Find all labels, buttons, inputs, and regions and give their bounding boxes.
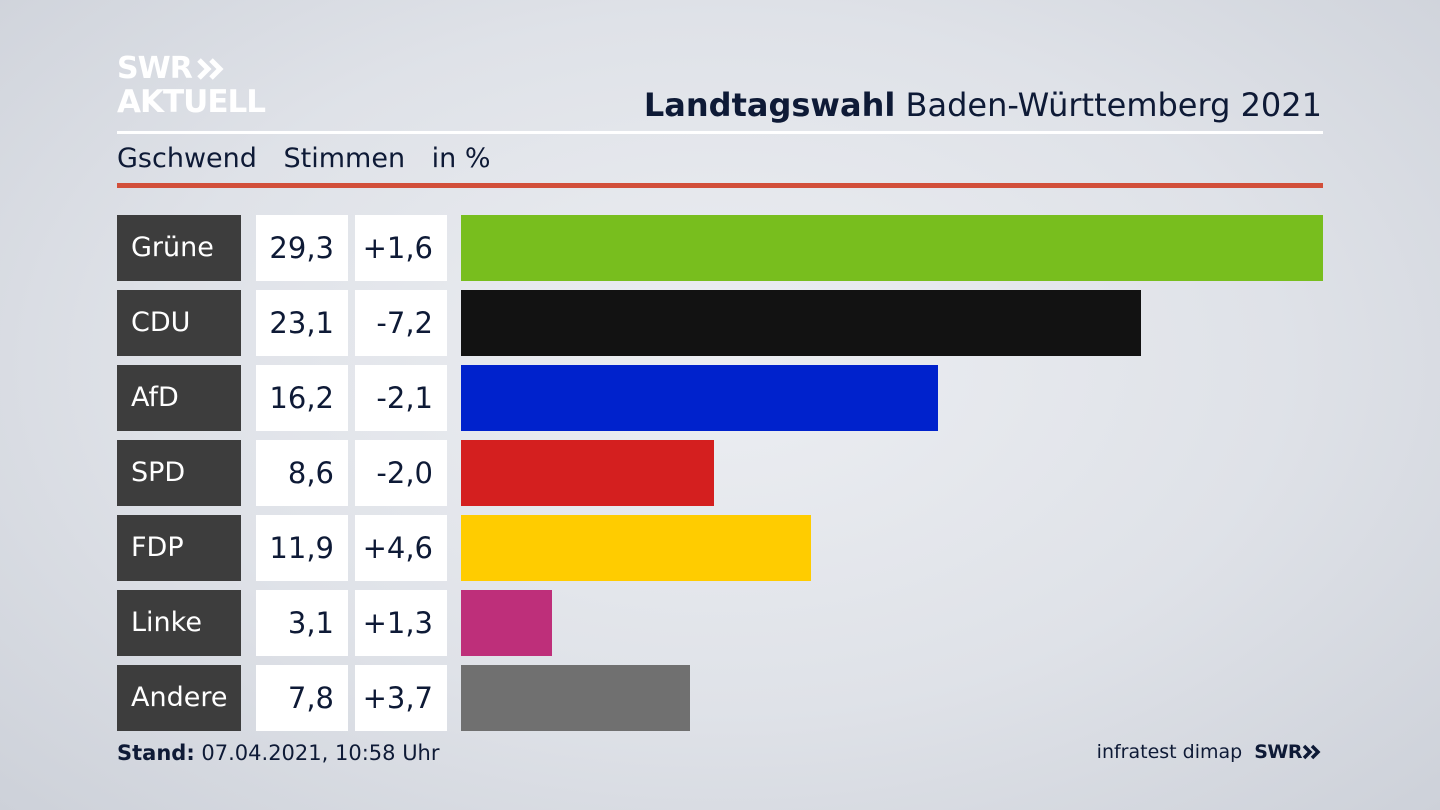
change-label: +1,3	[355, 590, 447, 656]
change-label: +4,6	[355, 515, 447, 581]
change-label: -2,1	[355, 365, 447, 431]
vote-share-label: 29,3	[256, 215, 348, 281]
logo-line1: SWR	[117, 51, 193, 86]
chevron-double-right-icon	[1302, 744, 1321, 760]
title-rest: Baden-Württemberg 2021	[905, 86, 1323, 124]
footer-brand: SWR	[1254, 741, 1302, 763]
subtitle-unit: in %	[431, 143, 491, 174]
source-name: infratest dimap	[1096, 741, 1243, 763]
title-bold: Landtagswahl	[643, 86, 896, 124]
change-label: -2,0	[355, 440, 447, 506]
chart-row: Linke 3,1 +1,3	[117, 590, 1323, 656]
chart-row: Andere 7,8 +3,7	[117, 665, 1323, 731]
subtitle-place: Gschwend	[117, 143, 257, 174]
vote-share-label: 7,8	[256, 665, 348, 731]
source-credit: infratest dimap SWR	[1097, 741, 1322, 763]
swr-aktuell-logo: SWR AKTUELL	[117, 51, 266, 120]
chart-row: Grüne 29,3 +1,6	[117, 215, 1323, 281]
chart-subtitle: Gschwend Stimmen in %	[117, 143, 509, 174]
party-label: Linke	[117, 590, 241, 656]
change-label: -7,2	[355, 290, 447, 356]
chart-row: CDU 23,1 -7,2	[117, 290, 1323, 356]
accent-divider	[117, 183, 1323, 188]
chart-row: AfD 16,2 -2,1	[117, 365, 1323, 431]
header-divider	[117, 131, 1323, 134]
party-label: Andere	[117, 665, 241, 731]
change-label: +3,7	[355, 665, 447, 731]
party-label: Grüne	[117, 215, 241, 281]
vote-share-label: 16,2	[256, 365, 348, 431]
logo-line2: AKTUELL	[117, 84, 266, 120]
timestamp: Stand: 07.04.2021, 10:58 Uhr	[117, 741, 440, 765]
bar	[461, 440, 714, 506]
change-label: +1,6	[355, 215, 447, 281]
stand-value: 07.04.2021, 10:58 Uhr	[201, 741, 440, 765]
bar	[461, 590, 552, 656]
vote-share-label: 3,1	[256, 590, 348, 656]
party-label: CDU	[117, 290, 241, 356]
bar	[461, 290, 1141, 356]
vote-share-label: 11,9	[256, 515, 348, 581]
swr-footer-logo: SWR	[1254, 741, 1322, 763]
chart-row: SPD 8,6 -2,0	[117, 440, 1323, 506]
bar	[461, 665, 690, 731]
chart-row: FDP 11,9 +4,6	[117, 515, 1323, 581]
bar	[461, 515, 811, 581]
subtitle-metric: Stimmen	[283, 143, 406, 174]
vote-share-label: 23,1	[256, 290, 348, 356]
party-label: SPD	[117, 440, 241, 506]
chart-title: Landtagswahl Baden-Württemberg 2021	[644, 86, 1322, 124]
stand-label: Stand:	[117, 741, 195, 765]
party-label: FDP	[117, 515, 241, 581]
vote-share-label: 8,6	[256, 440, 348, 506]
chevron-double-right-icon	[197, 58, 224, 80]
bar	[461, 215, 1323, 281]
party-label: AfD	[117, 365, 241, 431]
bar	[461, 365, 938, 431]
